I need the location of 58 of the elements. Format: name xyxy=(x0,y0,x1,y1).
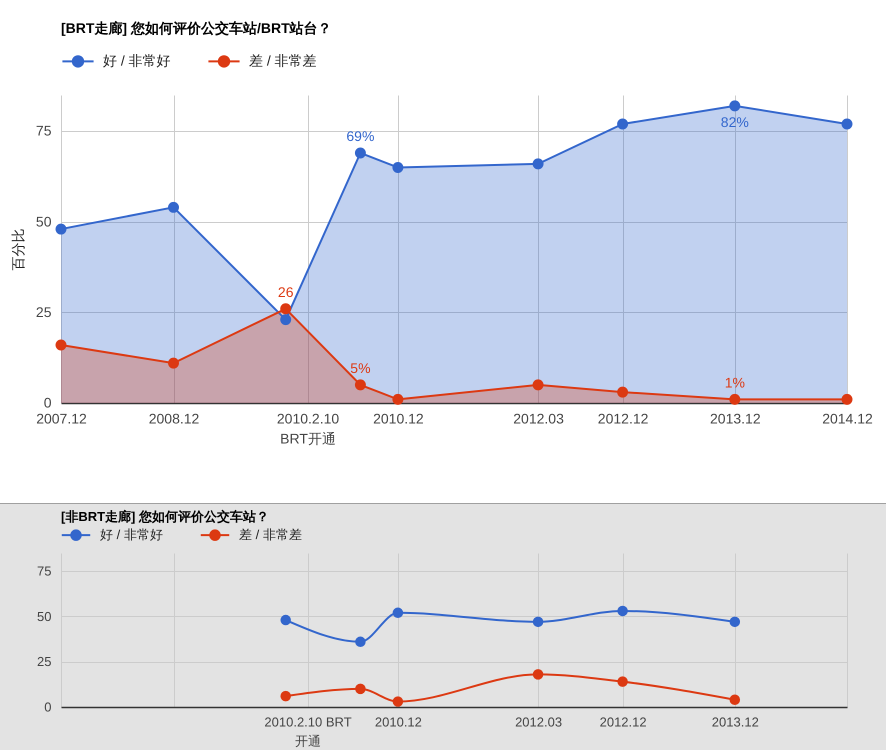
chart-title: [非BRT走廊] 您如何评价公交车站？ xyxy=(61,509,269,524)
y-tick-label: 50 xyxy=(37,608,52,624)
x-tick-label: 2007.12 xyxy=(36,410,88,426)
point xyxy=(280,303,292,314)
point xyxy=(168,202,179,213)
y-tick-label: 25 xyxy=(37,654,52,670)
point xyxy=(280,690,291,702)
legend-label: 差 / 非常差 xyxy=(249,52,317,68)
data-label: 1% xyxy=(724,374,745,390)
point xyxy=(729,100,740,112)
point xyxy=(617,606,628,616)
x-tick-label: 2013.12 xyxy=(710,410,761,426)
x-tick-label: 2012.12 xyxy=(600,714,647,730)
x-tick-label: 2010.2.10 BRT 开通 xyxy=(264,714,352,748)
x-tick-label: 2012.03 xyxy=(515,714,562,730)
x-tick-label: 2012.03 xyxy=(513,410,564,426)
legend-label: 差 / 非常差 xyxy=(239,527,302,542)
point xyxy=(280,314,292,326)
point xyxy=(392,608,404,618)
point xyxy=(617,118,628,130)
point xyxy=(532,158,544,170)
y-tick-label: 75 xyxy=(37,564,52,579)
x-tick-label: 2012.12 xyxy=(598,410,649,426)
point xyxy=(355,636,366,648)
point xyxy=(532,616,544,628)
x-tick-label: 2010.12 xyxy=(373,410,424,426)
y-tick-label: 50 xyxy=(36,213,52,230)
data-label: 26 xyxy=(278,284,294,300)
point xyxy=(730,616,740,628)
y-tick-label: 0 xyxy=(44,700,52,714)
y-tick-label: 0 xyxy=(44,394,52,410)
legend-label: 好 / 非常好 xyxy=(103,52,171,68)
point xyxy=(532,379,544,390)
y-tick-label: 25 xyxy=(36,304,52,320)
point xyxy=(617,676,628,687)
point xyxy=(56,340,66,350)
x-tick-label: 2013.12 xyxy=(712,714,759,730)
y-axis-title: 百分比 xyxy=(10,228,26,270)
point xyxy=(532,669,544,680)
data-label: 69% xyxy=(346,128,374,144)
y-tick-label: 75 xyxy=(36,122,52,139)
chart-title: [BRT走廊] 您如何评价公交车站/BRT站台？ xyxy=(61,20,332,36)
point xyxy=(56,224,66,235)
point xyxy=(355,684,366,694)
point xyxy=(730,694,740,705)
data-label: 5% xyxy=(350,360,371,376)
point xyxy=(392,696,404,707)
point xyxy=(168,358,179,369)
point xyxy=(617,386,628,398)
point xyxy=(354,148,366,158)
x-tick-label: 2014.12 xyxy=(822,410,874,426)
legend-label: 好 / 非常好 xyxy=(100,527,163,542)
x-tick-label: 2010.2.10 BRT开通 xyxy=(276,410,340,446)
x-tick-label: 2010.12 xyxy=(374,714,422,730)
x-tick-label: 2008.12 xyxy=(148,410,200,426)
point xyxy=(280,614,291,626)
data-label: 82% xyxy=(720,114,749,130)
point xyxy=(354,379,366,390)
